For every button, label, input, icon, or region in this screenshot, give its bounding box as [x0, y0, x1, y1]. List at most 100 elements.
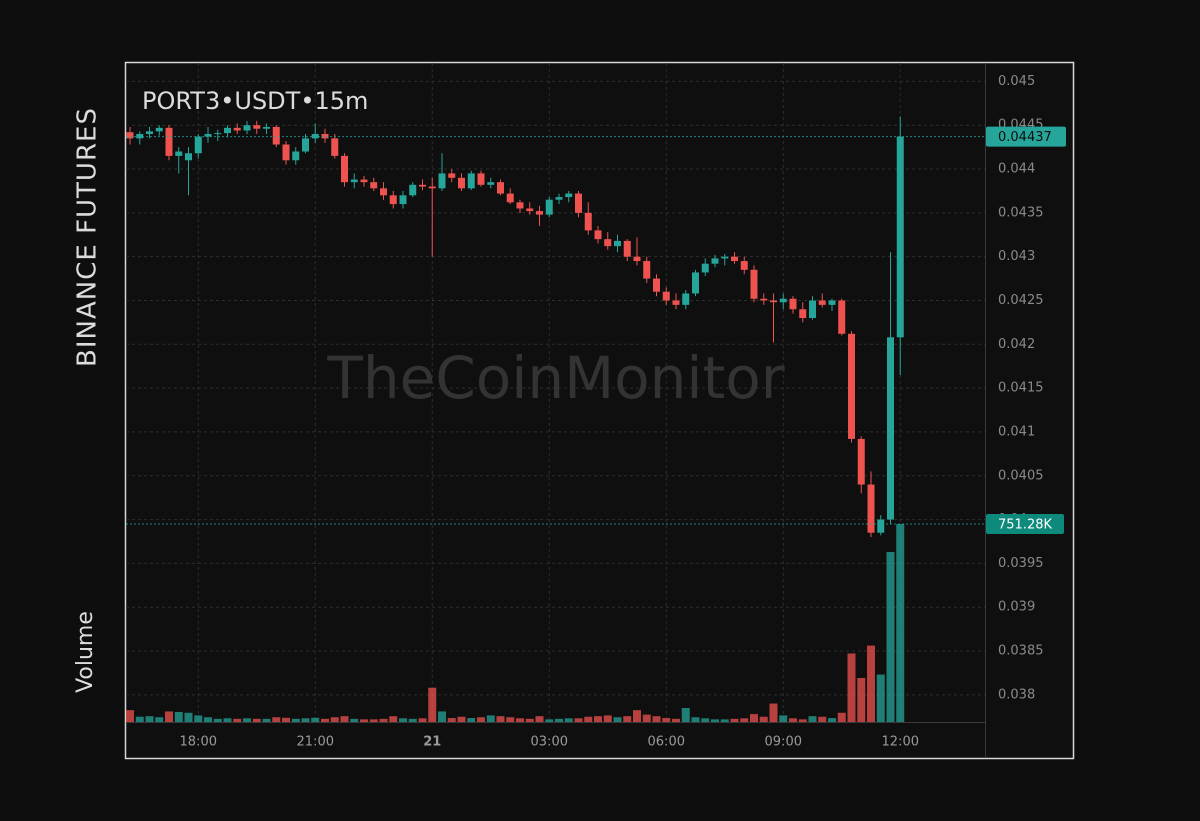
volume-bar: [759, 716, 768, 722]
candle-body: [292, 151, 300, 161]
candle-body: [272, 126, 280, 145]
volume-bar: [886, 552, 895, 722]
volume-bar: [204, 717, 212, 722]
volume-bar: [428, 687, 437, 722]
volume-bar: [652, 716, 661, 722]
volume-bar: [701, 718, 710, 722]
candle-body: [331, 138, 339, 156]
x-tick-label: 09:00: [765, 735, 802, 750]
candle-body: [828, 300, 836, 305]
candle-body: [194, 136, 202, 154]
volume-bar: [798, 719, 807, 722]
volume-bar: [808, 716, 817, 722]
volume-bar: [486, 715, 495, 722]
last-volume-label: 751.28K: [998, 518, 1052, 533]
volume-bar: [555, 718, 563, 722]
volume-bar: [135, 716, 144, 722]
candle-body: [779, 298, 787, 303]
volume-bar: [194, 715, 203, 722]
volume-bar: [223, 718, 232, 722]
volume-bar: [389, 716, 398, 722]
candle-body: [243, 125, 251, 131]
frame: [124, 61, 1075, 760]
candle-body: [253, 125, 261, 129]
candle-body: [233, 127, 241, 131]
volume-bar: [867, 645, 875, 722]
y-tick-label: 0.0425: [998, 293, 1044, 308]
candle-body: [565, 193, 573, 198]
volume-bar: [506, 717, 515, 722]
volume-bar: [779, 715, 788, 722]
candle-body: [672, 300, 680, 305]
candle-body: [458, 177, 465, 189]
candle-body: [643, 261, 651, 279]
x-tick-label: 21:00: [297, 735, 334, 750]
volume-bar: [282, 717, 290, 722]
candle-body: [877, 519, 885, 533]
volume-bar: [594, 716, 602, 722]
volume-bar: [379, 718, 388, 722]
candle-body: [633, 256, 641, 262]
volume-bar: [896, 524, 905, 722]
candle-body: [321, 133, 329, 139]
volume-bar: [360, 719, 368, 722]
candle-body: [536, 211, 543, 215]
volume-bar: [418, 718, 427, 722]
volume-bar: [672, 718, 680, 722]
y-tick-label: 0.045: [998, 74, 1035, 89]
volume-bar: [184, 712, 193, 722]
candle-body: [175, 151, 183, 156]
volume-bar: [272, 717, 281, 722]
candle-body: [760, 298, 768, 301]
volume-bar: [399, 718, 407, 722]
candle-body: [555, 197, 563, 200]
candle-body: [497, 182, 504, 194]
volume-bar: [662, 718, 671, 722]
x-tick-label: 18:00: [180, 735, 217, 750]
y-tick-label: 0.041: [998, 424, 1035, 439]
volume-bar: [730, 718, 739, 722]
candle-body: [467, 173, 475, 189]
exchange-label: BINANCE FUTURES: [73, 107, 103, 367]
candle-body: [653, 278, 660, 292]
volume-bar: [545, 719, 554, 722]
y-tick-label: 0.0435: [998, 205, 1044, 220]
volume-bar: [837, 712, 846, 722]
y-tick-label: 0.042: [998, 337, 1035, 352]
volume-bar: [252, 718, 261, 722]
volume-bar: [789, 718, 797, 722]
volume-bar: [243, 718, 251, 722]
candle-body: [848, 333, 855, 439]
candle-body: [146, 131, 153, 134]
x-tick-label: 06:00: [648, 735, 685, 750]
candle-body: [477, 173, 485, 185]
candle-body: [409, 184, 417, 196]
volume-bar: [174, 711, 183, 722]
chart-title: PORT3•USDT•15m: [142, 87, 368, 115]
candle-body: [721, 256, 729, 259]
candle-body: [857, 438, 865, 485]
y-tick-label: 0.0405: [998, 468, 1044, 483]
y-tick-label: 0.0395: [998, 556, 1044, 571]
x-tick-label: 12:00: [882, 735, 919, 750]
volume-bar: [584, 716, 593, 722]
candle-body: [428, 186, 436, 189]
candle-body: [399, 195, 407, 205]
volume-bar: [720, 719, 729, 722]
candle-body: [594, 230, 602, 240]
volume-bar: [145, 716, 154, 722]
volume-bar: [165, 711, 173, 722]
candle-body: [185, 153, 192, 161]
volume-bar: [525, 718, 534, 722]
volume-bar: [564, 718, 573, 722]
volume-bar: [847, 653, 856, 722]
candle-body: [682, 293, 690, 305]
candle-body: [740, 261, 748, 270]
volume-bar: [155, 717, 164, 722]
y-tick-label: 0.0415: [998, 381, 1044, 396]
last-price-label: 0.04437: [998, 130, 1052, 145]
marks: [126, 116, 905, 722]
volume-bar: [330, 717, 339, 722]
volume-bar: [301, 718, 310, 722]
